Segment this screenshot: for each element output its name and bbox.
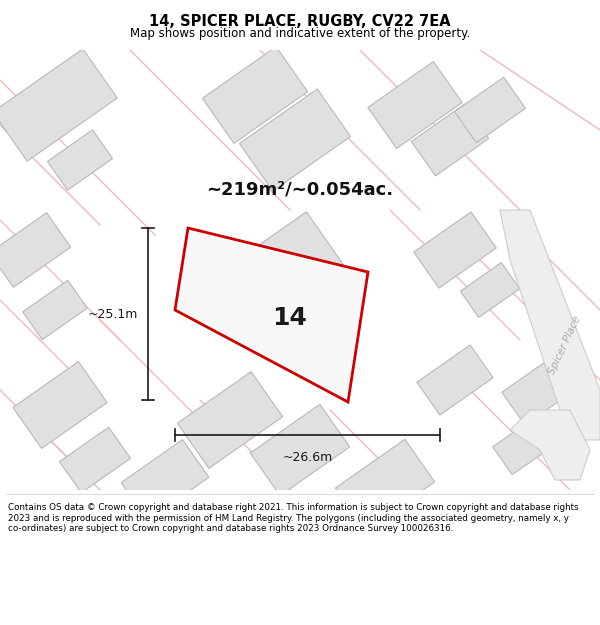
Polygon shape [335, 439, 435, 531]
Polygon shape [510, 410, 590, 480]
Polygon shape [0, 49, 117, 161]
Polygon shape [455, 78, 526, 142]
Text: 14: 14 [272, 306, 307, 330]
Text: Map shows position and indicative extent of the property.: Map shows position and indicative extent… [130, 27, 470, 40]
Polygon shape [250, 404, 350, 496]
Polygon shape [414, 212, 496, 288]
Polygon shape [412, 104, 488, 176]
Text: ~219m²/~0.054ac.: ~219m²/~0.054ac. [206, 181, 394, 199]
Polygon shape [500, 210, 600, 440]
Polygon shape [502, 355, 578, 425]
Polygon shape [0, 213, 71, 288]
Text: Contains OS data © Crown copyright and database right 2021. This information is : Contains OS data © Crown copyright and d… [8, 504, 578, 533]
Text: ~25.1m: ~25.1m [88, 308, 138, 321]
Polygon shape [178, 372, 283, 468]
Polygon shape [217, 212, 344, 328]
Text: ~26.6m: ~26.6m [283, 451, 332, 464]
Polygon shape [175, 228, 368, 402]
Polygon shape [23, 280, 87, 340]
Text: Spicer Place: Spicer Place [547, 314, 583, 376]
Polygon shape [493, 415, 557, 475]
Polygon shape [59, 428, 130, 493]
Polygon shape [47, 130, 113, 190]
Polygon shape [13, 362, 107, 448]
Polygon shape [202, 47, 308, 143]
Text: 14, SPICER PLACE, RUGBY, CV22 7EA: 14, SPICER PLACE, RUGBY, CV22 7EA [149, 14, 451, 29]
Polygon shape [460, 262, 520, 318]
Polygon shape [239, 89, 350, 191]
Polygon shape [121, 439, 209, 521]
Polygon shape [368, 62, 462, 148]
Polygon shape [417, 345, 493, 415]
